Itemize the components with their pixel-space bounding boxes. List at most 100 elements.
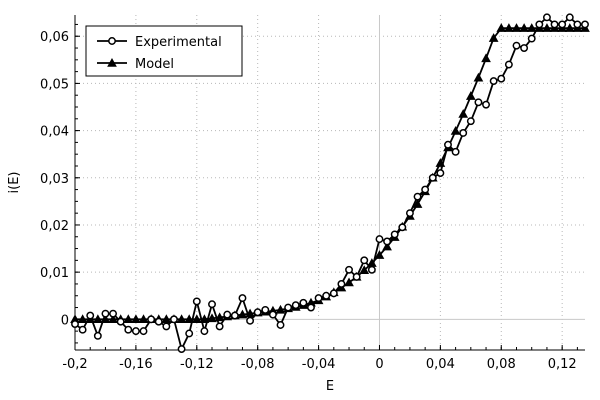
data-point-experimental [383, 237, 392, 246]
data-point-experimental [413, 192, 422, 201]
data-point-model [450, 126, 461, 135]
data-point-experimental [444, 140, 452, 149]
data-point-model [496, 23, 507, 32]
data-point-experimental [223, 310, 232, 319]
data-point-experimental [512, 41, 521, 50]
data-point-experimental [268, 310, 277, 319]
data-point-model [138, 314, 149, 324]
data-point-model [207, 313, 217, 323]
data-point-experimental [565, 13, 574, 22]
data-point-experimental [86, 311, 95, 320]
x-axis-label: E [326, 379, 334, 394]
data-point-model [458, 109, 469, 118]
data-point-model [473, 72, 484, 82]
data-point-experimental [558, 20, 567, 29]
data-point-model [488, 33, 499, 42]
x-tick-label: -0,04 [302, 357, 336, 372]
series-layer [70, 13, 590, 354]
legend: Experimental Model [85, 25, 243, 77]
data-point-experimental [124, 325, 133, 334]
x-tick-label: 0 [375, 357, 383, 372]
data-point-experimental [299, 298, 308, 307]
data-point-experimental [489, 77, 498, 86]
data-point-experimental [93, 331, 102, 340]
data-point-experimental [375, 235, 384, 244]
data-point-experimental [520, 44, 529, 52]
data-point-experimental [147, 315, 156, 324]
data-point-experimental [405, 209, 414, 218]
data-point-model [359, 265, 370, 274]
data-point-experimental [459, 129, 468, 137]
y-tick-label: 0 [61, 313, 69, 328]
data-point-experimental [78, 325, 87, 334]
data-point-experimental [101, 309, 110, 318]
data-point-experimental [109, 309, 118, 318]
x-tick-label: -0,12 [180, 357, 214, 372]
x-tick-label: -0,08 [241, 357, 275, 372]
data-point-experimental [154, 317, 163, 326]
data-point-experimental [246, 316, 255, 325]
y-tick-label: 0,06 [40, 30, 69, 45]
data-point-model [504, 23, 514, 32]
data-point-experimental [345, 265, 353, 274]
data-point-experimental [314, 294, 323, 303]
data-point-experimental [322, 291, 331, 300]
data-point-model [412, 199, 423, 208]
data-point-experimental [367, 265, 376, 274]
data-point-experimental [284, 303, 293, 312]
y-tick-label: 0,04 [40, 125, 69, 140]
x-tick-label: 0,12 [548, 357, 577, 372]
x-tick-label: -0,2 [62, 357, 87, 372]
data-point-experimental [71, 320, 79, 328]
data-point-experimental [139, 327, 148, 336]
data-point-experimental [398, 223, 407, 232]
data-point-model [344, 277, 354, 287]
data-point-model [465, 91, 476, 100]
data-point-experimental [474, 98, 483, 107]
legend-box [85, 25, 243, 77]
data-point-model [511, 23, 522, 32]
x-tick-label: 0,04 [426, 357, 455, 372]
x-tick-label: 0,08 [487, 357, 516, 372]
data-point-experimental [573, 20, 582, 29]
data-point-experimental [390, 230, 399, 239]
data-point-model [184, 314, 195, 324]
data-point-experimental [208, 300, 216, 309]
data-point-experimental [550, 20, 559, 29]
data-point-model [77, 314, 88, 324]
series-experimental [71, 13, 589, 354]
data-point-experimental [131, 327, 140, 336]
y-tick-label: 0,05 [40, 77, 69, 92]
data-point-experimental [261, 305, 270, 314]
legend-marker-symbol [108, 37, 116, 45]
data-point-experimental [535, 20, 544, 29]
y-axis-label: i(E) [7, 172, 22, 194]
data-point-model [526, 23, 537, 32]
data-point-experimental [482, 100, 490, 109]
data-point-experimental [291, 301, 300, 310]
tick-labels: -0,2 -0,16 -0,12 -0,08 -0,04 0 0,04 0,08 0,12 0 0,… [40, 30, 577, 372]
data-point-model [382, 241, 392, 251]
data-point-model [275, 304, 286, 314]
y-tick-label: 0,02 [40, 219, 69, 234]
data-point-model [176, 314, 187, 324]
data-point-experimental [170, 315, 178, 324]
data-point-experimental [337, 279, 346, 288]
data-point-model [92, 314, 103, 324]
data-point-model [108, 314, 118, 324]
data-point-model [237, 309, 248, 319]
data-point-experimental [542, 13, 551, 22]
data-point-experimental [451, 147, 460, 156]
data-point-experimental [352, 272, 361, 281]
y-tick-label: 0,01 [40, 266, 69, 281]
data-point-model [481, 53, 491, 63]
data-point-experimental [329, 289, 338, 298]
data-point-experimental [527, 34, 536, 43]
data-point-model [564, 23, 575, 32]
data-point-experimental [200, 327, 209, 336]
data-point-model [374, 250, 385, 259]
data-point-experimental [238, 294, 247, 303]
data-point-experimental [215, 322, 224, 331]
data-point-experimental [421, 185, 430, 194]
